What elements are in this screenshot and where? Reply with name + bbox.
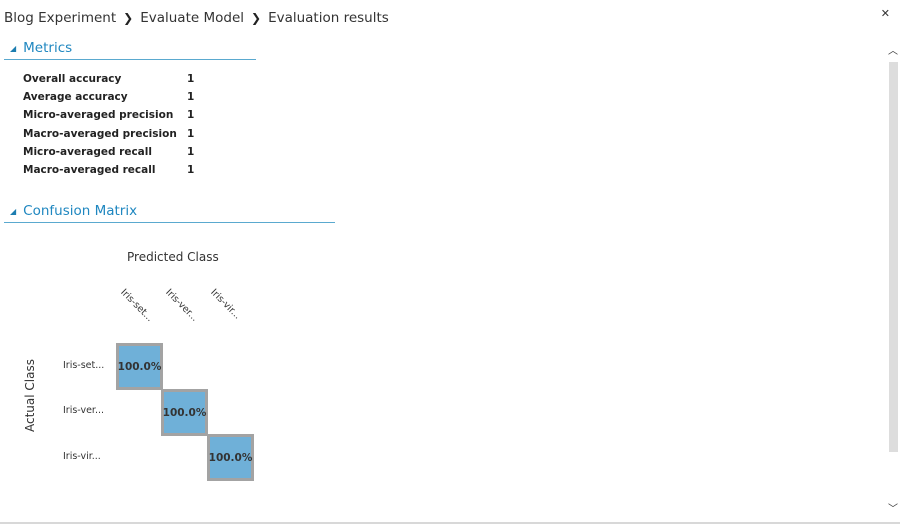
breadcrumb-separator-icon: ❯ xyxy=(251,11,262,25)
metric-row: Micro-averaged recall 1 xyxy=(23,143,207,161)
metrics-table: Overall accuracy 1 Average accuracy 1 Mi… xyxy=(23,70,207,179)
metric-label: Macro-averaged recall xyxy=(23,164,156,177)
metric-value: 1 xyxy=(187,164,195,177)
column-label: Iris-set... xyxy=(118,287,156,324)
metrics-section-header[interactable]: ◢ Metrics xyxy=(4,37,256,60)
column-label: Iris-vir... xyxy=(208,287,243,322)
confusion-matrix-title: Confusion Matrix xyxy=(23,203,138,219)
scroll-down-chevron-icon[interactable]: ﹀ xyxy=(888,504,898,515)
metric-row: Overall accuracy 1 xyxy=(23,70,207,88)
row-label: Iris-ver... xyxy=(63,405,105,416)
breadcrumb-item-experiment[interactable]: Blog Experiment xyxy=(4,10,117,26)
scrollbar-thumb[interactable] xyxy=(889,62,898,452)
row-label: Iris-vir... xyxy=(63,451,101,462)
breadcrumb-separator-icon: ❯ xyxy=(123,11,134,25)
close-icon[interactable]: ✕ xyxy=(880,7,890,20)
matrix-cell[interactable]: 100.0% xyxy=(116,343,163,390)
matrix-cell[interactable]: 100.0% xyxy=(207,434,254,481)
metric-label: Micro-averaged recall xyxy=(23,145,152,158)
breadcrumb: Blog Experiment ❯ Evaluate Model ❯ Evalu… xyxy=(4,8,389,28)
metric-value: 1 xyxy=(187,91,195,104)
matrix-cell[interactable]: 100.0% xyxy=(161,389,208,436)
confusion-matrix-section-header[interactable]: ◢ Confusion Matrix xyxy=(4,200,335,223)
metric-value: 1 xyxy=(187,127,195,140)
metric-value: 1 xyxy=(187,109,195,122)
scroll-up-chevron-icon[interactable]: ︿ xyxy=(888,46,898,57)
actual-class-label: Actual Class xyxy=(23,359,37,432)
metric-label: Macro-averaged precision xyxy=(23,127,177,140)
column-label: Iris-ver... xyxy=(163,287,201,324)
metrics-title: Metrics xyxy=(23,40,73,56)
breadcrumb-item-current: Evaluation results xyxy=(268,10,389,26)
collapse-triangle-icon[interactable]: ◢ xyxy=(10,43,17,53)
metric-label: Average accuracy xyxy=(23,91,128,104)
predicted-class-label: Predicted Class xyxy=(127,250,219,264)
row-label: Iris-set... xyxy=(63,360,105,371)
metric-label: Micro-averaged precision xyxy=(23,109,174,122)
metric-row: Macro-averaged precision 1 xyxy=(23,125,207,143)
metric-row: Macro-averaged recall 1 xyxy=(23,161,207,179)
metric-value: 1 xyxy=(187,145,195,158)
collapse-triangle-icon[interactable]: ◢ xyxy=(10,206,17,216)
metric-label: Overall accuracy xyxy=(23,73,122,86)
breadcrumb-item-module[interactable]: Evaluate Model xyxy=(140,10,244,26)
metric-row: Micro-averaged precision 1 xyxy=(23,106,207,124)
metric-row: Average accuracy 1 xyxy=(23,88,207,106)
bottom-divider xyxy=(0,522,900,524)
metric-value: 1 xyxy=(187,73,195,86)
